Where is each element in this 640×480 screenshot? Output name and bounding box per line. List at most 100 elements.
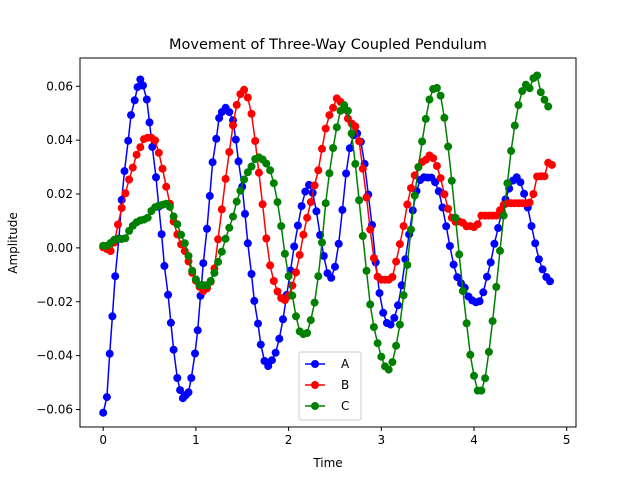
data-point [173, 374, 182, 382]
data-point [234, 157, 243, 166]
data-point [392, 257, 401, 266]
y-axis-label: Amplitude [6, 212, 20, 274]
data-point [310, 181, 319, 190]
data-point [470, 371, 478, 380]
data-point [114, 220, 122, 229]
data-point [490, 239, 499, 248]
data-point [533, 71, 542, 80]
data-point [254, 319, 262, 328]
legend-item-b: B [305, 378, 349, 392]
data-point [169, 345, 178, 354]
data-point [445, 242, 454, 250]
data-point [540, 172, 549, 181]
data-point [444, 204, 453, 213]
data-point [136, 75, 145, 84]
data-point [292, 268, 300, 277]
data-point [271, 348, 280, 357]
data-point [247, 162, 256, 171]
data-point [484, 347, 493, 356]
data-point [377, 352, 386, 361]
data-point [358, 232, 367, 240]
data-point [318, 238, 326, 247]
data-point [199, 259, 208, 268]
data-point [165, 202, 174, 211]
data-point [494, 224, 503, 232]
data-point [184, 252, 193, 260]
data-point [180, 239, 189, 248]
data-point [208, 158, 217, 167]
data-point [262, 159, 271, 168]
data-point [162, 182, 171, 191]
x-tick-label: 3 [377, 433, 385, 447]
data-point [327, 273, 336, 282]
data-point [232, 197, 241, 206]
data-point [151, 136, 160, 145]
y-tick-label: −0.06 [36, 402, 73, 416]
legend-marker [311, 381, 319, 389]
data-point [403, 260, 412, 269]
x-axis: 0 1 2 3 4 5 [99, 427, 571, 447]
data-point [157, 230, 166, 239]
data-point [125, 175, 134, 184]
legend-label: A [341, 357, 350, 371]
data-point [407, 225, 415, 234]
data-point [266, 261, 275, 270]
data-point [499, 211, 508, 220]
data-point [384, 365, 393, 374]
data-point [451, 213, 460, 222]
legend-label: C [341, 399, 349, 413]
data-point [431, 178, 440, 187]
x-tick-label: 4 [470, 433, 478, 447]
data-point [432, 83, 441, 92]
data-point [325, 169, 334, 178]
data-point [473, 220, 482, 229]
y-tick-label: −0.04 [36, 349, 73, 363]
data-point [279, 315, 287, 324]
data-point [355, 137, 364, 146]
data-point [447, 176, 456, 185]
data-point [338, 205, 347, 214]
data-point [295, 250, 304, 259]
data-point [266, 166, 275, 175]
data-point [525, 198, 534, 207]
data-point [139, 81, 147, 90]
data-point [342, 169, 351, 178]
data-point [403, 200, 412, 209]
data-point [250, 296, 259, 305]
data-point [221, 234, 230, 243]
data-point [206, 277, 215, 285]
data-point [166, 318, 175, 327]
data-point [312, 207, 321, 216]
data-point [299, 230, 308, 239]
data-point [303, 329, 312, 337]
data-point [290, 242, 299, 251]
data-point [429, 154, 438, 163]
data-point [492, 282, 501, 291]
x-tick-label: 5 [563, 433, 571, 447]
data-point [231, 135, 240, 144]
data-point [301, 187, 310, 196]
data-point [351, 122, 360, 131]
data-point [540, 95, 549, 104]
data-point [120, 167, 129, 176]
x-tick-label: 1 [192, 433, 200, 447]
data-point [414, 163, 423, 172]
data-point [275, 334, 284, 343]
data-point [117, 204, 126, 212]
series-b [99, 85, 556, 305]
data-point [173, 220, 182, 229]
data-point [325, 111, 334, 120]
data-point [462, 319, 471, 328]
data-point [321, 124, 330, 133]
data-point [395, 240, 404, 249]
data-point [362, 193, 371, 202]
data-point [187, 374, 196, 382]
data-point [221, 174, 230, 183]
data-point [319, 252, 328, 260]
data-point [241, 209, 249, 218]
data-point [336, 106, 345, 115]
data-point [534, 255, 543, 264]
data-point [366, 300, 375, 309]
data-point [121, 234, 130, 243]
data-point [102, 393, 111, 402]
